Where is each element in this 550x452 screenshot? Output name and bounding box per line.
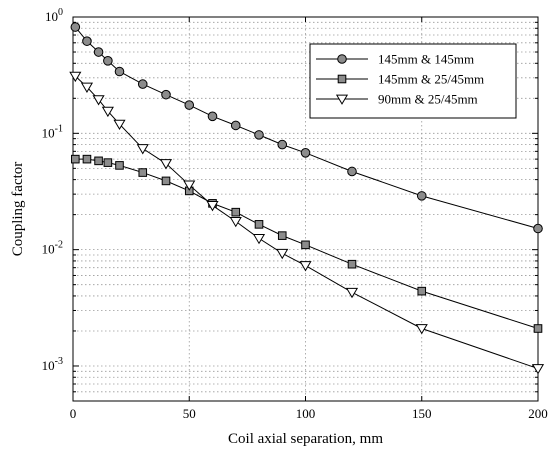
x-tick-label: 50 (183, 406, 196, 421)
data-point-square (161, 176, 171, 186)
data-point-triangle (252, 233, 266, 245)
data-point-circle (230, 120, 241, 131)
y-tick-exponent: 0 (58, 7, 63, 18)
data-point-square (347, 259, 357, 269)
y-tick-label: 10-1 (42, 123, 63, 140)
legend-entry: 145mm & 25/45mm (316, 72, 484, 87)
y-tick-label: 10-3 (42, 356, 63, 373)
data-point-circle (347, 166, 357, 177)
data-point-circle (254, 130, 264, 140)
series-1 (70, 22, 543, 234)
data-point-triangle (415, 324, 428, 335)
data-point-circle (161, 89, 171, 100)
legend-entry: 145mm & 145mm (316, 52, 474, 67)
data-point-circle (184, 100, 195, 110)
x-tick-label: 100 (296, 406, 316, 421)
y-tick-exponent: -1 (55, 123, 63, 134)
data-point-circle (300, 148, 311, 158)
legend-label: 90mm & 25/45mm (378, 92, 478, 107)
data-point-triangle (299, 261, 312, 272)
data-point-square (254, 220, 264, 229)
data-point-square (337, 74, 347, 84)
data-point-triangle (113, 119, 126, 131)
data-point-circle (533, 223, 543, 234)
series-line (75, 158, 539, 329)
data-point-triangle (276, 248, 289, 260)
legend-label: 145mm & 145mm (378, 52, 474, 67)
y-tick-base: 10 (42, 358, 55, 373)
data-point-circle (93, 47, 104, 57)
data-point-circle (70, 22, 81, 32)
y-tick-base: 10 (42, 242, 55, 257)
data-point-square (115, 161, 124, 170)
data-point-circle (82, 36, 92, 46)
data-point-square (71, 154, 80, 164)
y-tick-exponent: -2 (55, 240, 63, 251)
data-point-triangle (229, 216, 242, 228)
y-axis-label: Coupling factor (10, 162, 26, 257)
data-point-circle (337, 54, 347, 64)
y-tick-label: 10-2 (42, 240, 63, 257)
data-point-circle (277, 139, 288, 150)
data-point-square (138, 168, 148, 177)
data-point-triangle (183, 180, 196, 191)
data-point-square (103, 158, 113, 167)
data-point-circle (114, 66, 125, 77)
data-series (69, 22, 545, 375)
data-point-circle (137, 79, 148, 89)
y-tick-base: 10 (45, 9, 58, 24)
data-point-triangle (80, 82, 94, 93)
data-point-square (82, 154, 92, 164)
data-point-square (533, 324, 543, 333)
data-point-circle (103, 56, 113, 66)
data-point-triangle (531, 364, 545, 375)
legend: 145mm & 145mm 145mm & 25/45mm 90mm & 25/45… (309, 43, 517, 119)
data-point-triangle (335, 94, 349, 105)
legend-entry: 90mm & 25/45mm (316, 92, 478, 107)
data-point-triangle (101, 106, 114, 118)
data-point-square (277, 231, 287, 240)
x-tick-label: 0 (70, 406, 77, 421)
legend-label: 145mm & 25/45mm (378, 72, 484, 87)
series-line (74, 26, 539, 229)
data-point-triangle (92, 95, 105, 106)
y-tick-exponent: -3 (55, 356, 63, 367)
data-point-square (301, 240, 310, 250)
series-line (74, 75, 539, 370)
x-axis-label: Coil axial separation, mm (228, 431, 383, 447)
data-point-triangle (159, 159, 173, 170)
data-point-triangle (136, 144, 149, 155)
series-2 (71, 154, 543, 333)
data-point-square (417, 286, 427, 296)
data-point-circle (207, 111, 218, 122)
y-tick-base: 10 (42, 125, 55, 140)
data-point-triangle (206, 201, 219, 212)
data-point-square (94, 156, 103, 166)
data-point-circle (416, 191, 427, 201)
x-tick-label: 150 (412, 406, 432, 421)
data-point-triangle (69, 71, 82, 83)
series-3 (69, 71, 545, 375)
x-tick-label: 200 (528, 406, 548, 421)
y-tick-label: 100 (45, 7, 63, 24)
data-point-triangle (345, 287, 359, 299)
data-point-square (231, 207, 241, 217)
